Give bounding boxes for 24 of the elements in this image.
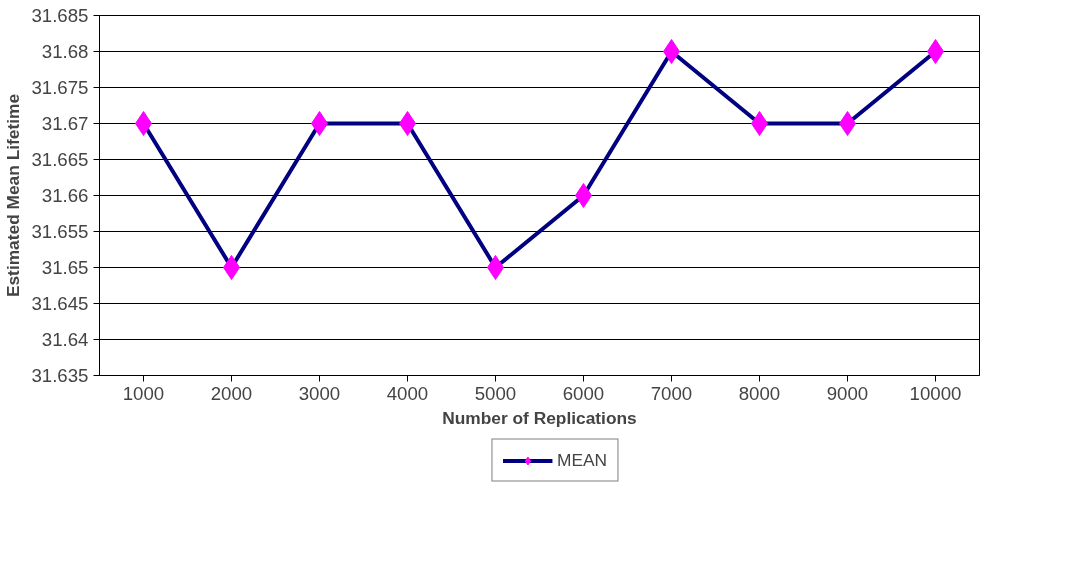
x-tick-label: 6000 bbox=[562, 382, 605, 404]
x-tick-label: 3000 bbox=[298, 382, 341, 404]
x-tick-label: 4000 bbox=[386, 382, 429, 404]
y-tick-label: 31.66 bbox=[41, 185, 89, 206]
x-tick-label: 7000 bbox=[650, 382, 693, 404]
y-tick-label: 31.68 bbox=[41, 41, 89, 62]
x-tick-label: 2000 bbox=[210, 382, 253, 404]
x-tick-label: 10000 bbox=[909, 382, 962, 404]
x-tick-label: 5000 bbox=[474, 382, 517, 404]
y-tick-label: 31.675 bbox=[31, 77, 89, 98]
y-tick-label: 31.655 bbox=[31, 221, 89, 242]
x-axis-title: Number of Replications bbox=[442, 407, 637, 428]
y-tick-label: 31.65 bbox=[41, 257, 89, 278]
y-tick-label: 31.685 bbox=[31, 5, 89, 26]
x-tick-label: 9000 bbox=[826, 382, 869, 404]
y-tick-label: 31.645 bbox=[31, 293, 89, 314]
y-axis-title: Estimated Mean Lifetime bbox=[3, 93, 24, 298]
x-tick-label: 8000 bbox=[738, 382, 781, 404]
y-tick-label: 31.665 bbox=[31, 149, 89, 170]
x-tick-label: 1000 bbox=[122, 382, 165, 404]
y-tick-label: 31.64 bbox=[41, 329, 89, 350]
y-tick-label: 31.635 bbox=[31, 365, 89, 386]
y-tick-label: 31.67 bbox=[41, 113, 89, 134]
legend-label: MEAN bbox=[556, 449, 608, 471]
